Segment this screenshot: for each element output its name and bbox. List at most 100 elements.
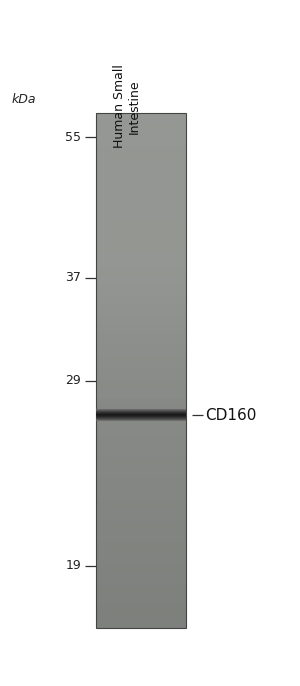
Bar xyxy=(96,412,186,413)
Bar xyxy=(96,278,186,280)
Bar xyxy=(96,122,186,123)
Bar xyxy=(96,532,186,534)
Bar xyxy=(96,605,186,607)
Bar xyxy=(96,268,186,270)
Bar xyxy=(96,497,186,499)
Bar xyxy=(96,353,186,355)
Bar xyxy=(96,436,186,438)
Text: kDa: kDa xyxy=(12,93,37,106)
Bar xyxy=(96,539,186,541)
Bar xyxy=(96,175,186,177)
Bar xyxy=(96,406,186,408)
Bar xyxy=(96,295,186,296)
Bar xyxy=(96,191,186,192)
Bar xyxy=(96,351,186,353)
Bar xyxy=(96,233,186,235)
Bar xyxy=(96,566,186,568)
Bar xyxy=(96,595,186,597)
Bar xyxy=(96,226,186,228)
Bar xyxy=(96,564,186,566)
Bar xyxy=(96,391,186,392)
Bar xyxy=(96,472,186,473)
Bar xyxy=(96,535,186,536)
Bar xyxy=(96,232,186,233)
Bar xyxy=(96,482,186,484)
Bar xyxy=(96,525,186,527)
Bar xyxy=(96,392,186,394)
Bar xyxy=(96,495,186,497)
Bar xyxy=(96,408,186,410)
Bar xyxy=(96,475,186,477)
Bar xyxy=(96,624,186,626)
Bar xyxy=(96,137,186,139)
Bar xyxy=(96,204,186,206)
Bar xyxy=(96,178,186,180)
Bar xyxy=(96,506,186,508)
Bar xyxy=(96,511,186,513)
Bar xyxy=(96,214,186,216)
Bar xyxy=(96,379,186,381)
Bar xyxy=(96,580,186,581)
Bar xyxy=(96,626,186,628)
Bar xyxy=(96,294,186,295)
Bar xyxy=(96,415,186,417)
Bar xyxy=(96,494,186,495)
Bar xyxy=(96,113,186,115)
Bar xyxy=(96,394,186,396)
Bar xyxy=(96,604,186,605)
Bar xyxy=(96,161,186,163)
Bar xyxy=(96,484,186,486)
Bar xyxy=(96,261,186,263)
Bar xyxy=(96,271,186,273)
Bar xyxy=(96,390,186,391)
Bar xyxy=(96,127,186,129)
Bar xyxy=(96,521,186,523)
Bar xyxy=(96,319,186,321)
Bar xyxy=(96,597,186,598)
Bar xyxy=(96,541,186,542)
Bar xyxy=(96,486,186,487)
Bar xyxy=(96,345,186,346)
Bar xyxy=(96,502,186,504)
Bar xyxy=(96,296,186,298)
Bar xyxy=(96,410,186,412)
Bar xyxy=(96,619,186,621)
Bar xyxy=(96,225,186,226)
Bar xyxy=(96,431,186,432)
Text: 29: 29 xyxy=(65,375,81,387)
Bar xyxy=(96,338,186,340)
Bar xyxy=(96,316,186,317)
Bar xyxy=(96,120,186,122)
Bar xyxy=(96,270,186,271)
Bar xyxy=(96,514,186,516)
Bar xyxy=(96,568,186,569)
Bar xyxy=(96,187,186,189)
Bar xyxy=(96,403,186,405)
Bar xyxy=(96,527,186,528)
Bar xyxy=(96,578,186,580)
Bar xyxy=(96,180,186,182)
Bar xyxy=(96,309,186,310)
Text: CD160: CD160 xyxy=(206,407,257,423)
Bar xyxy=(96,543,186,545)
Bar xyxy=(96,264,186,265)
Bar xyxy=(96,468,186,470)
Bar xyxy=(96,417,186,418)
Bar xyxy=(96,425,186,427)
Bar xyxy=(96,458,186,460)
Bar xyxy=(96,274,186,276)
Bar xyxy=(96,466,186,468)
Bar xyxy=(96,283,186,285)
Bar xyxy=(96,147,186,150)
Bar xyxy=(96,136,186,137)
Bar xyxy=(96,536,186,539)
Bar xyxy=(96,520,186,521)
Bar xyxy=(96,239,186,240)
Bar xyxy=(96,326,186,328)
Bar xyxy=(96,153,186,154)
Bar xyxy=(96,305,186,307)
Bar xyxy=(96,617,186,619)
Bar xyxy=(96,185,186,187)
Bar xyxy=(96,322,186,324)
Bar xyxy=(96,151,186,153)
